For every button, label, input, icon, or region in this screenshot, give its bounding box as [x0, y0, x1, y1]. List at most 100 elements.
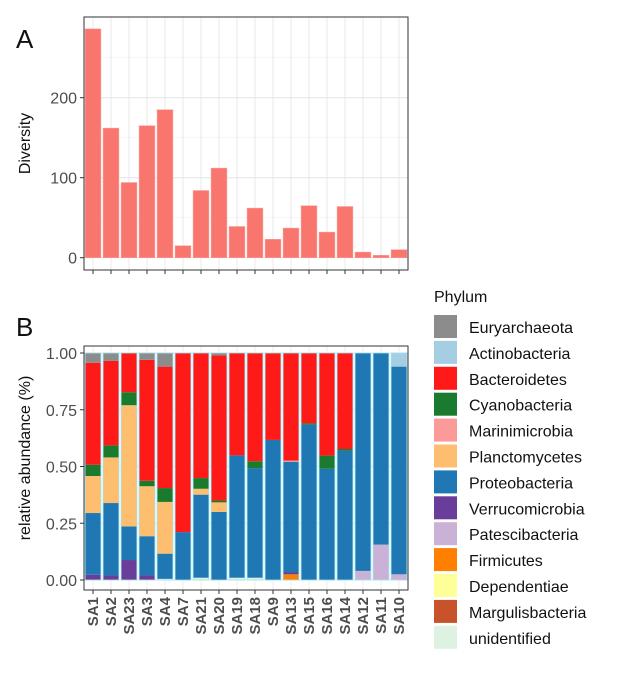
segment-bacteroidetes-sa21	[193, 353, 209, 479]
stacked-bar-outline	[156, 352, 174, 581]
diversity-bar-sa13	[282, 227, 300, 258]
segment-bacteroidetes-sa14	[337, 353, 353, 450]
x-tick-label-sa9: SA9	[265, 597, 282, 626]
legend-swatch-marinimicrobia	[434, 418, 457, 442]
segment-proteobacteria-sa12	[355, 353, 371, 571]
segment-euryarchaeota-sa3	[139, 353, 155, 360]
segment-unidentified-sa18	[247, 577, 263, 580]
x-tick-label-sa3: SA3	[139, 597, 156, 626]
panel-b-y-tick-label: 0.50	[46, 460, 77, 477]
segment-cyanobacteria-sa1	[85, 464, 101, 477]
x-tick-label-sa10: SA10	[391, 597, 408, 635]
segment-proteobacteria-sa3	[139, 536, 155, 576]
segment-proteobacteria-sa10	[391, 366, 407, 575]
diversity-bar-sa3	[138, 125, 156, 258]
x-tick-label-sa14: SA14	[337, 596, 354, 634]
x-tick-label-sa15: SA15	[301, 597, 318, 635]
legend-swatch-verrucomicrobia	[434, 496, 457, 520]
diversity-bar-sa21	[192, 190, 210, 258]
diversity-bar-sa11	[372, 255, 390, 258]
legend-swatch-patescibacteria	[434, 522, 457, 546]
legend-swatch-proteobacteria	[434, 470, 457, 494]
legend-item-proteobacteria: Proteobacteria	[434, 470, 573, 494]
diversity-bar-sa23	[120, 182, 138, 258]
segment-unidentified-sa4	[157, 578, 173, 580]
x-tick-label-sa20: SA20	[211, 597, 228, 635]
segment-bacteroidetes-sa4	[157, 366, 173, 489]
legend-label: Actinobacteria	[469, 346, 570, 363]
legend-item-cyanobacteria: Cyanobacteria	[434, 392, 572, 416]
segment-proteobacteria-sa21	[193, 494, 209, 578]
stacked-bar-sa14	[336, 352, 354, 581]
panel-b-bars	[84, 352, 408, 581]
panel-a-y-tick-label: 0	[68, 251, 77, 268]
segment-planctomycetes-sa20	[211, 502, 227, 512]
stacked-bar-sa11	[372, 352, 390, 581]
stacked-bar-sa1	[84, 352, 102, 581]
legend-item-unidentified: unidentified	[434, 625, 551, 649]
panel-a-y-axis: 0 100 200	[50, 91, 84, 268]
legend-label: Margulisbacteria	[469, 605, 586, 622]
legend-label: Proteobacteria	[469, 475, 573, 492]
segment-planctomycetes-sa2	[103, 457, 119, 504]
legend-label: Planctomycetes	[469, 450, 582, 467]
stacked-bar-sa13	[282, 352, 300, 581]
legend-item-actinobacteria: Actinobacteria	[434, 340, 570, 364]
legend-swatch-euryarchaeota	[434, 315, 457, 338]
panel-b-y-tick-label: 1.00	[46, 346, 77, 363]
segment-euryarchaeota-sa1	[85, 353, 101, 363]
diversity-bar-sa20	[210, 167, 228, 258]
diversity-bar-sa15	[300, 205, 318, 258]
legend-item-verrucomicrobia: Verrucomicrobia	[434, 496, 585, 520]
legend-item-marinimicrobia: Marinimicrobia	[434, 418, 573, 442]
panel-b-y-tick-label: 0.25	[46, 516, 77, 533]
panel-a-label: A	[16, 24, 34, 54]
panel-a-y-tick-label: 100	[50, 171, 77, 188]
panel-b-label: B	[16, 312, 33, 342]
legend-item-bacteroidetes: Bacteroidetes	[434, 366, 567, 390]
stacked-bar-outline	[120, 352, 138, 581]
stacked-bar-outline	[246, 352, 264, 581]
segment-firmicutes-sa13	[283, 574, 299, 580]
segment-planctomycetes-sa3	[139, 486, 155, 537]
panel-b-y-tick-label: 0.00	[46, 573, 77, 590]
segment-bacteroidetes-sa18	[247, 353, 263, 462]
panel-b-y-axis-title: relative abundance (%)	[17, 376, 34, 541]
stacked-bar-outline	[174, 352, 192, 581]
segment-actinobacteria-sa10	[391, 353, 407, 367]
legend-label: Euryarchaeota	[469, 320, 573, 337]
stacked-bar-outline	[264, 352, 282, 581]
panel-a-y-tick-label: 200	[50, 91, 77, 108]
legend-item-dependentiae: Dependentiae	[434, 574, 569, 597]
segment-patescibacteria-sa11	[373, 544, 389, 580]
x-tick-label-sa21: SA21	[193, 597, 210, 635]
legend: Phylum Euryarchaeota Actinobacteria Bacter…	[434, 289, 586, 649]
diversity-bar-sa10	[390, 249, 408, 258]
segment-cyanobacteria-sa21	[193, 478, 209, 489]
segment-proteobacteria-sa15	[301, 424, 317, 580]
panel-b-x-axis: SA1 SA2 SA23 SA3 SA4 SA7 SA21 SA20 SA19 SA18 SA9 SA…	[85, 590, 408, 635]
stacked-bar-sa18	[246, 352, 264, 581]
legend-swatch-firmicutes	[434, 548, 457, 572]
segment-bacteroidetes-sa23	[121, 353, 137, 393]
x-tick-label-sa4: SA4	[157, 596, 174, 626]
segment-verrucomicrobia-sa3	[139, 575, 155, 580]
panel-a-y-axis-title: Diversity	[17, 113, 34, 174]
segment-proteobacteria-sa18	[247, 468, 263, 578]
segment-cyanobacteria-sa2	[103, 445, 119, 458]
stacked-bar-outline	[84, 352, 102, 581]
segment-verrucomicrobia-sa23	[121, 560, 137, 580]
segment-proteobacteria-sa1	[85, 513, 101, 575]
legend-swatch-unidentified	[434, 625, 457, 649]
x-tick-label-sa23: SA23	[121, 597, 138, 635]
segment-marinimicrobia-sa13	[283, 460, 299, 462]
diversity-bar-sa1	[84, 28, 102, 258]
diversity-bar-sa12	[354, 251, 372, 258]
stacked-bar-outline	[282, 352, 300, 581]
segment-verrucomicrobia-sa13	[283, 572, 299, 575]
legend-swatch-actinobacteria	[434, 340, 457, 364]
stacked-bar-outline	[210, 352, 228, 581]
diversity-bar-sa7	[174, 245, 192, 258]
segment-bacteroidetes-sa15	[301, 353, 317, 424]
segment-bacteroidetes-sa20	[211, 355, 227, 501]
